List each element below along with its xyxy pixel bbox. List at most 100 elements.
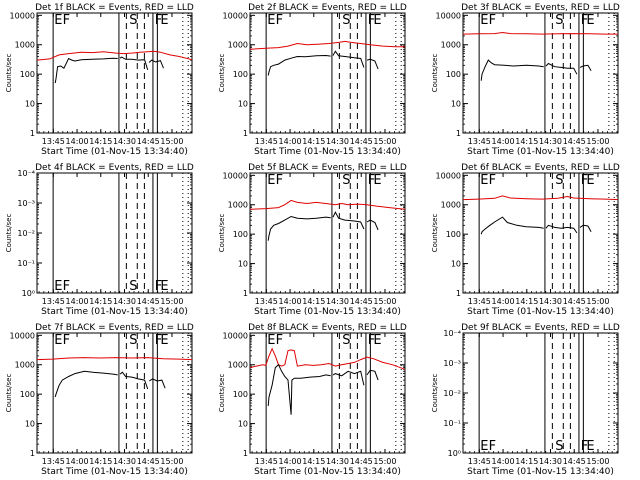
panel-det-9: Det 9f BLACK = Events, RED = LLD 10⁰ 10⁻¹ 1… — [431, 323, 620, 477]
y-axis-label: Counts/sec — [5, 214, 13, 253]
marker-label-f: F — [155, 333, 162, 348]
y-tick-label: 10⁻⁴ — [443, 329, 461, 338]
panel-title: Det 9f BLACK = Events, RED = LLD — [461, 323, 620, 333]
marker-label-f: F — [63, 333, 70, 348]
y-tick-label: 10 — [451, 100, 461, 109]
y-tick-label: 10⁻³ — [443, 359, 461, 368]
marker-label-e: E — [586, 13, 594, 28]
marker-label-f: F — [489, 439, 496, 454]
y-tick-label: 10000 — [223, 171, 248, 180]
y-axis-label: Counts/sec — [431, 214, 439, 253]
x-tick-label: 14:00 — [492, 457, 515, 466]
marker-label-f: F — [368, 333, 375, 348]
y-tick-label: 1 — [456, 289, 461, 298]
marker-label-f: F — [489, 173, 496, 188]
y-axis-label: Counts/sec — [5, 374, 13, 413]
marker-label-e: E — [160, 333, 168, 348]
x-tick-label: 14:45 — [137, 137, 160, 146]
plot-frame — [249, 172, 406, 294]
plot-frame — [462, 12, 619, 134]
y-tick-label: 10⁻¹ — [17, 259, 35, 268]
marker-label-s: S — [342, 333, 350, 348]
x-tick-label: 14:15 — [89, 457, 112, 466]
events-series-line — [267, 363, 331, 415]
x-axis-label: Start Time (01-Nov-15 13:34:40) — [254, 467, 401, 477]
events-series-line — [267, 54, 331, 76]
marker-label-s: S — [129, 333, 137, 348]
y-tick-label: 10 — [25, 420, 35, 429]
y-tick-label: 1000 — [228, 361, 248, 370]
x-tick-label: 14:00 — [492, 297, 515, 306]
marker-label-e: E — [54, 13, 62, 28]
x-tick-label: 14:45 — [563, 297, 586, 306]
x-tick-label: 14:15 — [515, 457, 538, 466]
y-tick-label: 10 — [25, 100, 35, 109]
y-tick-label: 1 — [456, 129, 461, 138]
y-axis-label: Counts/sec — [218, 374, 226, 413]
events-series-line — [148, 59, 164, 69]
marker-label-e: E — [586, 173, 594, 188]
x-tick-label: 14:15 — [515, 297, 538, 306]
y-tick-label: 1000 — [15, 41, 35, 50]
marker-label-e: E — [373, 333, 381, 348]
marker-label-s: S — [129, 279, 137, 294]
x-tick-label: 14:30 — [326, 297, 349, 306]
marker-label-e: E — [373, 173, 381, 188]
marker-label-e: E — [480, 13, 488, 28]
plot-frame — [249, 12, 406, 134]
y-tick-label: 100 — [20, 390, 35, 399]
panel-det-5: Det 5f BLACK = Events, RED = LLD 1 10 100 10… — [218, 163, 407, 317]
marker-label-f: F — [489, 13, 496, 28]
events-series-line — [366, 219, 379, 231]
marker-label-f: F — [276, 13, 283, 28]
y-tick-label: 1 — [30, 449, 35, 458]
panel-title: Det 2f BLACK = Events, RED = LLD — [248, 3, 407, 13]
x-tick-label: 13:45 — [468, 137, 491, 146]
y-tick-label: 100 — [446, 70, 461, 79]
events-series-line — [579, 64, 592, 72]
x-tick-label: 15:00 — [160, 137, 183, 146]
x-tick-label: 13:45 — [255, 457, 278, 466]
marker-label-s: S — [342, 173, 350, 188]
y-tick-label: 10000 — [436, 11, 461, 20]
plot-frame — [462, 332, 619, 454]
marker-label-s: S — [129, 13, 137, 28]
x-tick-label: 13:45 — [42, 137, 65, 146]
events-series-line — [332, 370, 365, 386]
y-axis-label: Counts/sec — [218, 214, 226, 253]
x-tick-label: 15:00 — [160, 457, 183, 466]
y-tick-label: 10000 — [223, 331, 248, 340]
panel-title: Det 6f BLACK = Events, RED = LLD — [461, 163, 620, 173]
events-series-line — [332, 50, 365, 68]
x-tick-label: 14:30 — [539, 137, 562, 146]
x-tick-label: 14:30 — [113, 137, 136, 146]
y-axis-label: Counts/sec — [431, 374, 439, 413]
events-series-line — [119, 56, 149, 71]
x-tick-label: 14:15 — [89, 137, 112, 146]
marker-label-e: E — [586, 439, 594, 454]
x-tick-label: 13:45 — [468, 457, 491, 466]
x-tick-label: 15:00 — [586, 457, 609, 466]
events-series-line — [545, 224, 578, 234]
lld-series-line — [249, 347, 406, 370]
marker-label-f: F — [63, 279, 70, 294]
x-axis-label: Start Time (01-Nov-15 13:34:40) — [41, 147, 188, 157]
y-tick-label: 100 — [233, 230, 248, 239]
x-tick-label: 14:00 — [66, 297, 89, 306]
x-tick-label: 15:00 — [586, 297, 609, 306]
lld-series-line — [249, 40, 405, 50]
marker-label-s: S — [555, 13, 563, 28]
x-axis-label: Start Time (01-Nov-15 13:34:40) — [254, 307, 401, 317]
x-tick-label: 14:15 — [302, 297, 325, 306]
events-series-line — [545, 62, 578, 75]
y-tick-label: 10000 — [223, 11, 248, 20]
x-tick-label: 14:30 — [326, 137, 349, 146]
x-tick-label: 14:30 — [113, 297, 136, 306]
panel-title: Det 4f BLACK = Events, RED = LLD — [35, 163, 194, 173]
marker-label-e: E — [480, 173, 488, 188]
marker-label-e: E — [373, 13, 381, 28]
x-tick-label: 14:30 — [539, 457, 562, 466]
x-tick-label: 15:00 — [373, 137, 396, 146]
y-tick-label: 10⁰ — [448, 449, 461, 458]
